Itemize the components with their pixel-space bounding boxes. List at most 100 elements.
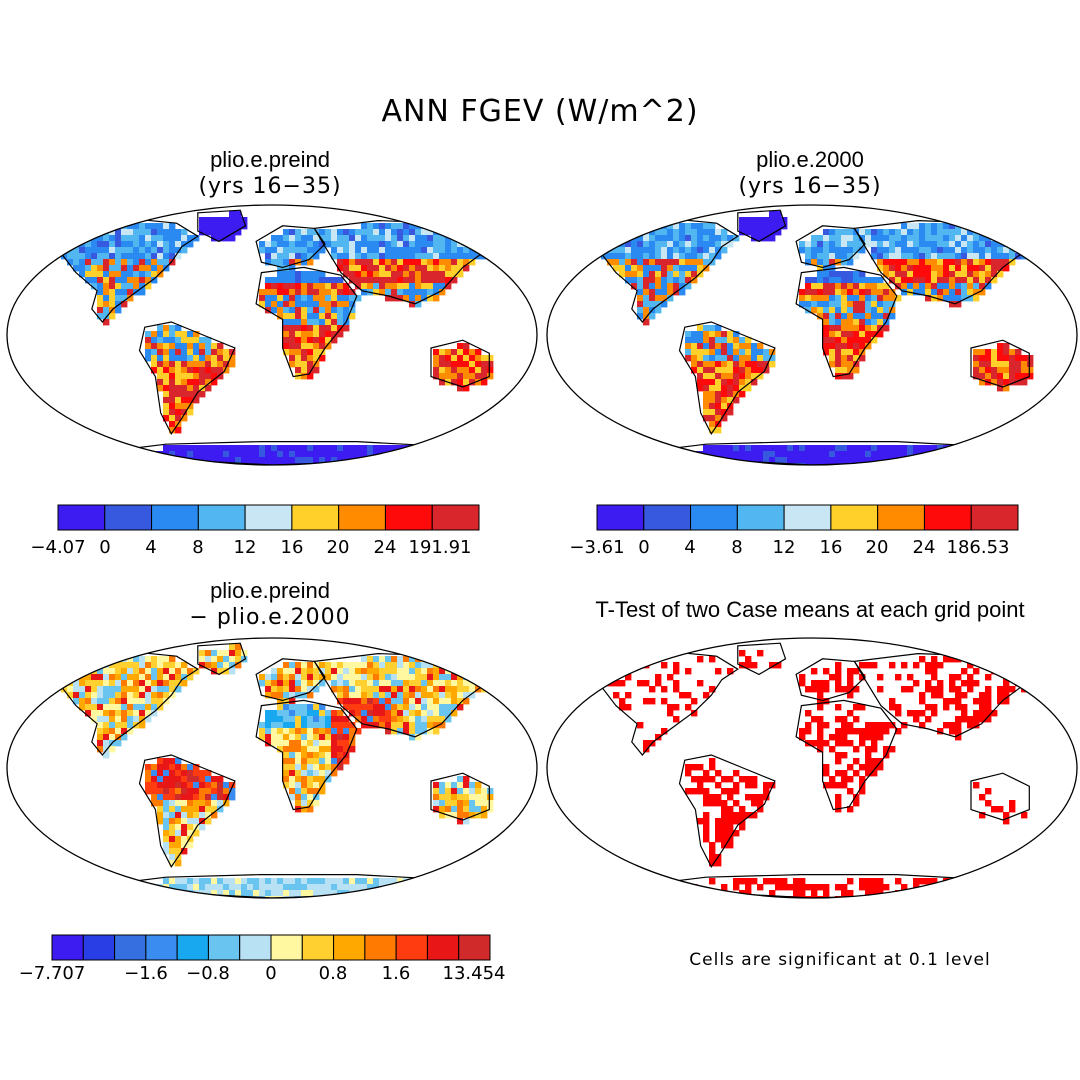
colorbar-2-swatch — [783, 504, 832, 531]
colorbar-2-swatch — [596, 504, 645, 531]
colorbar-3-swatch — [145, 934, 178, 961]
colorbar-2-labels: −3.61 0 4 8 12 16 20 24 186.53 — [0, 537, 1080, 561]
colorbar-1-swatch — [338, 504, 386, 531]
panel-4-map-group — [546, 637, 1078, 899]
colorbar-3-swatch — [270, 934, 303, 961]
coastline-afr — [795, 266, 898, 378]
colorbar-1-tick-label: 191.91 — [408, 537, 472, 558]
colorbar-2-tick-label: 20 — [865, 537, 889, 558]
panel-1-map-group — [6, 204, 538, 466]
coastline-aus — [970, 772, 1030, 821]
panel-1-title: plio.e.preind — [210, 147, 330, 172]
coastline-sam — [138, 754, 236, 868]
colorbar-1-tick-label: 8 — [192, 537, 204, 558]
panel-4-map-border — [546, 637, 1078, 899]
colorbar-2-swatch — [690, 504, 738, 531]
colorbar-1-tick-label: 16 — [280, 537, 304, 558]
colorbar-1-tick-label: −4.07 — [30, 537, 86, 558]
colorbar-3-swatch — [239, 934, 272, 961]
coastline-nam — [577, 217, 739, 323]
colorbar-2-tick-label: 16 — [819, 537, 843, 558]
colorbar-3-swatch — [176, 934, 209, 961]
figure-title: ANN FGEV (W/m^2) — [381, 94, 699, 129]
coastline-aus — [430, 772, 490, 821]
colorbar-3-swatch — [364, 934, 397, 961]
colorbar-1-tick-label: 24 — [373, 537, 397, 558]
colorbar-2-swatch — [830, 504, 879, 531]
panel-4-field — [595, 650, 1046, 898]
colorbar-3-tick-label: −7.707 — [18, 963, 86, 984]
colorbar-3-swatch — [395, 934, 428, 961]
coastline-nam — [37, 217, 199, 323]
colorbar-1-swatch — [104, 504, 153, 531]
coastline-grn — [197, 209, 247, 243]
colorbar-3-swatch — [301, 934, 335, 961]
coastline-sam — [678, 754, 776, 868]
coastline-afr — [255, 266, 358, 378]
colorbar-2-tick-label: 12 — [772, 537, 796, 558]
panel-2-map-border — [546, 204, 1078, 466]
colorbar-2-swatch — [643, 504, 692, 531]
colorbar-3-swatch — [51, 934, 84, 961]
colorbar-3-swatch — [82, 934, 116, 961]
panel-3-map-group — [6, 637, 538, 899]
coastline-eur — [255, 225, 326, 269]
colorbar-2-tick-label: 186.53 — [946, 537, 1010, 558]
colorbar-1-swatch — [197, 504, 246, 531]
panel-3-field — [49, 644, 506, 898]
colorbar-3-tick-label: 1.6 — [381, 963, 411, 984]
panel-3-map-border — [6, 637, 538, 899]
coastline-grn — [737, 642, 787, 676]
colorbar-1-swatch — [431, 504, 480, 531]
panel-2-map-group — [546, 204, 1078, 466]
coastline-sam — [678, 321, 776, 435]
colorbar-2-swatch — [736, 504, 785, 531]
colorbar-2-swatch — [923, 504, 972, 531]
colorbar-2-tick-label: 8 — [731, 537, 743, 558]
colorbar-2 — [596, 504, 1019, 531]
coastline-afr — [795, 699, 898, 811]
colorbar-1-tick-label: 0 — [99, 537, 111, 558]
colorbar-3 — [51, 934, 491, 961]
colorbar-3-swatch — [207, 934, 241, 961]
colorbar-3-swatch — [333, 934, 366, 961]
panel-1-subtitle: (yrs 16−35) — [198, 174, 342, 199]
colorbar-2-tick-label: 0 — [638, 537, 650, 558]
coastline-aus — [430, 339, 490, 388]
colorbar-3-tick-label: 0 — [265, 963, 277, 984]
colorbar-2-tick-label: 4 — [684, 537, 696, 558]
colorbar-1 — [57, 504, 480, 531]
colorbar-3-tick-label: −1.6 — [124, 963, 168, 984]
panel-4-title: T-Test of two Case means at each grid po… — [595, 597, 1025, 622]
panel-2-title: plio.e.2000 — [756, 147, 864, 172]
colorbar-1-labels: −4.07 0 4 8 12 16 20 24 191.91 — [0, 537, 540, 561]
coastline-afr — [255, 699, 358, 811]
colorbar-1-swatch — [151, 504, 199, 531]
significance-note: Cells are significant at 0.1 level — [689, 950, 991, 970]
colorbar-1-swatch — [291, 504, 340, 531]
panel-1-map-border — [6, 204, 538, 466]
colorbar-3-labels: −7.707 −1.6 −0.8 0 0.8 1.6 13.454 — [0, 963, 540, 987]
colorbar-3-tick-label: −0.8 — [186, 963, 230, 984]
coastline-eur — [795, 658, 866, 702]
panel-3-title: plio.e.preind — [210, 578, 330, 603]
panel-2-subtitle: (yrs 16−35) — [738, 174, 882, 199]
coastline-nam — [577, 650, 739, 756]
colorbar-2-tick-label: −3.61 — [569, 537, 625, 558]
panel-2-field — [589, 211, 1046, 465]
colorbar-3-tick-label: 13.454 — [442, 963, 506, 984]
colorbar-3-tick-label: 0.8 — [318, 963, 348, 984]
colorbar-1-tick-label: 20 — [326, 537, 350, 558]
coastline-aus — [970, 339, 1030, 388]
colorbar-1-tick-label: 4 — [145, 537, 157, 558]
colorbar-1-tick-label: 12 — [233, 537, 257, 558]
colorbar-3-swatch — [426, 934, 460, 961]
coastline-grn — [197, 642, 247, 676]
colorbar-1-swatch — [244, 504, 293, 531]
coastline-nam — [37, 650, 199, 756]
colorbar-2-tick-label: 24 — [912, 537, 936, 558]
panel-1-field — [49, 211, 506, 465]
colorbar-2-swatch — [877, 504, 925, 531]
coastline-eur — [795, 225, 866, 269]
colorbar-1-swatch — [384, 504, 433, 531]
